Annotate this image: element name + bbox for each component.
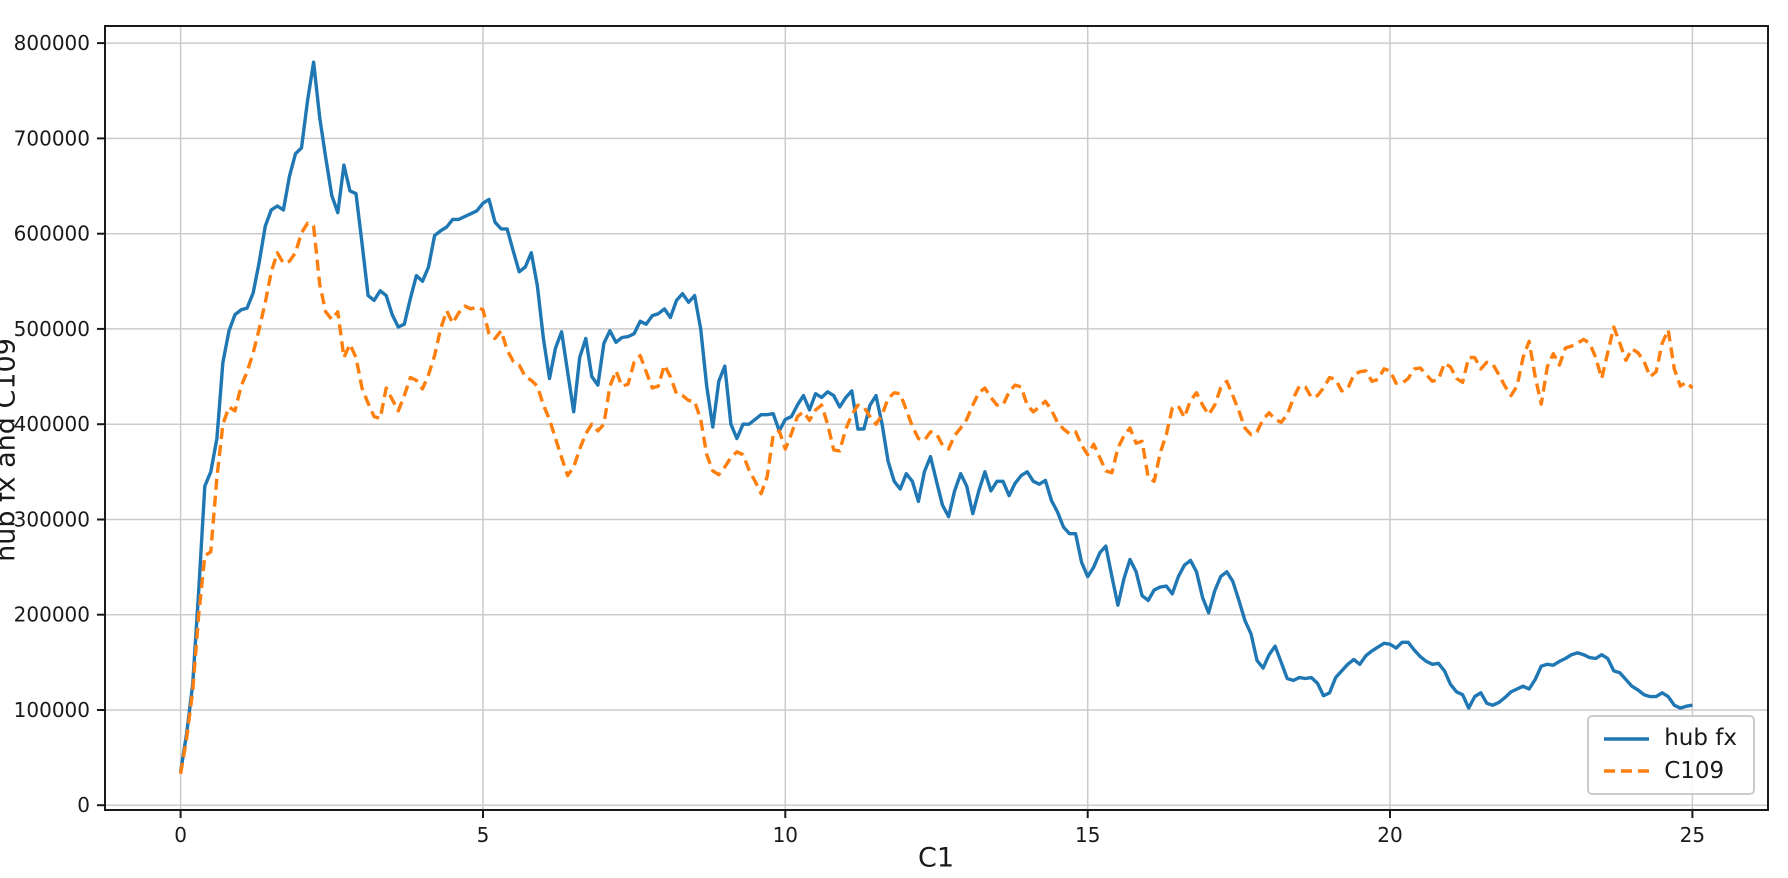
y-axis-label: hub fx and C109 (0, 338, 22, 562)
y-tick-label: 400000 (14, 412, 90, 436)
y-tick-label: 600000 (14, 222, 90, 246)
y-tick-label: 500000 (14, 317, 90, 341)
x-tick-label: 25 (1680, 823, 1705, 847)
legend-dashed-line-icon (1604, 769, 1650, 774)
x-tick-label: 0 (174, 823, 187, 847)
series-line-c109 (178, 221, 1694, 775)
y-tick-label: 800000 (14, 31, 90, 55)
x-tick-label: 10 (773, 823, 798, 847)
legend-label-hub-fx: hub fx (1664, 725, 1737, 752)
legend-item-hub-fx: hub fx (1602, 726, 1737, 751)
legend-label-c109: C109 (1664, 757, 1725, 784)
y-tick-label: 700000 (14, 126, 90, 150)
x-tick-label: 5 (477, 823, 490, 847)
y-tick-label: 200000 (14, 603, 90, 627)
x-tick-label: 20 (1377, 823, 1402, 847)
x-tick-label: 15 (1075, 823, 1100, 847)
x-axis-label: C1 (917, 842, 955, 874)
y-tick-label: 0 (77, 793, 90, 817)
y-tick-label: 100000 (14, 698, 90, 722)
legend: hub fx C109 (1587, 715, 1755, 795)
series-line-hub-fx (178, 60, 1693, 773)
y-tick-label: 300000 (14, 508, 90, 532)
plot-border (104, 25, 1769, 811)
legend-item-c109: C109 (1602, 757, 1737, 784)
legend-solid-line-icon (1604, 737, 1650, 741)
